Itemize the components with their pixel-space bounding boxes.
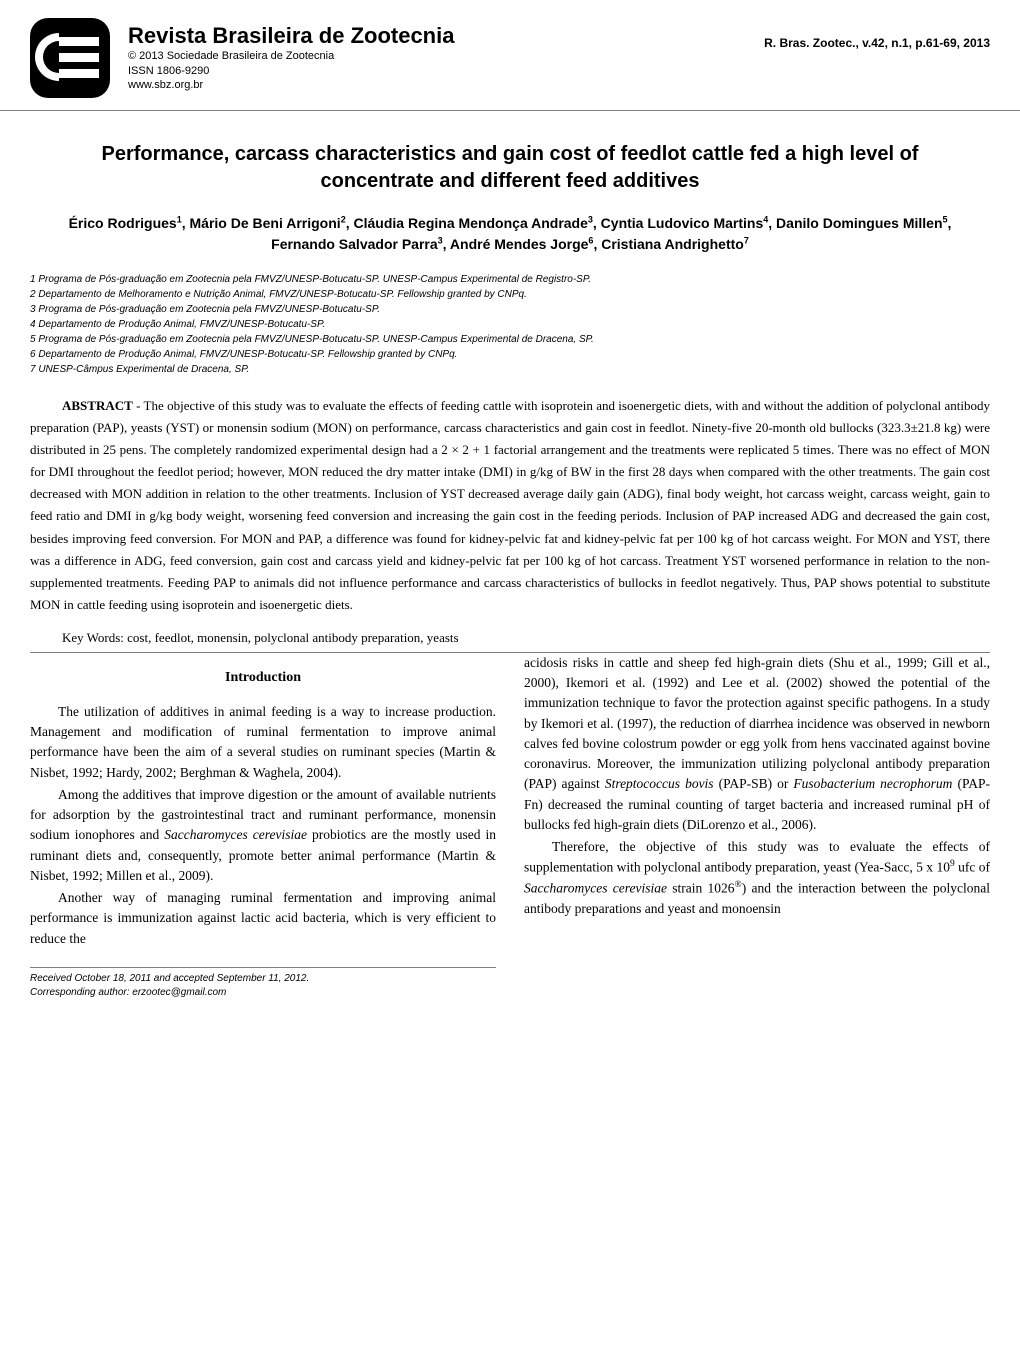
footnote-received: Received October 18, 2011 and accepted S…: [30, 972, 496, 986]
journal-website: www.sbz.org.br: [128, 78, 764, 93]
footnote-corresponding: Corresponding author: erzootec@gmail.com: [30, 986, 496, 1000]
affiliation-item: 4 Departamento de Produção Animal, FMVZ/…: [30, 318, 990, 332]
journal-citation: R. Bras. Zootec., v.42, n.1, p.61-69, 20…: [764, 36, 990, 50]
abstract-block: ABSTRACT - The objective of this study w…: [30, 395, 990, 616]
footnotes-block: Received October 18, 2011 and accepted S…: [30, 967, 496, 1000]
article-title: Performance, carcass characteristics and…: [60, 141, 960, 195]
affiliation-item: 2 Departamento de Melhoramento e Nutriçã…: [30, 288, 990, 302]
journal-header: Revista Brasileira de Zootecnia © 2013 S…: [0, 0, 1020, 111]
abstract-text: - The objective of this study was to eva…: [30, 398, 990, 612]
body-columns: Introduction The utilization of additive…: [30, 653, 990, 1000]
journal-info-block: Revista Brasileira de Zootecnia © 2013 S…: [128, 23, 764, 94]
affiliation-item: 7 UNESP-Câmpus Experimental de Dracena, …: [30, 363, 990, 377]
abstract-label: ABSTRACT: [62, 398, 133, 413]
affiliation-item: 3 Programa de Pós-graduação em Zootecnia…: [30, 303, 990, 317]
affiliation-item: 5 Programa de Pós-graduação em Zootecnia…: [30, 333, 990, 347]
body-paragraph: Another way of managing ruminal fermenta…: [30, 888, 496, 949]
body-paragraph: The utilization of additives in animal f…: [30, 702, 496, 783]
journal-issn: ISSN 1806-9290: [128, 64, 764, 79]
journal-logo: [30, 18, 110, 98]
left-column: Introduction The utilization of additive…: [30, 653, 496, 1000]
affiliations-list: 1 Programa de Pós-graduação em Zootecnia…: [30, 273, 990, 377]
body-paragraph: acidosis risks in cattle and sheep fed h…: [524, 653, 990, 835]
keywords: Key Words: cost, feedlot, monensin, poly…: [30, 630, 990, 646]
affiliation-item: 1 Programa de Pós-graduação em Zootecnia…: [30, 273, 990, 287]
section-heading-introduction: Introduction: [30, 667, 496, 688]
journal-title: Revista Brasileira de Zootecnia: [128, 23, 764, 49]
authors-list: Érico Rodrigues1, Mário De Beni Arrigoni…: [60, 213, 960, 255]
affiliation-item: 6 Departamento de Produção Animal, FMVZ/…: [30, 348, 990, 362]
body-paragraph: Among the additives that improve digesti…: [30, 785, 496, 886]
journal-copyright: © 2013 Sociedade Brasileira de Zootecnia: [128, 49, 764, 64]
body-paragraph: Therefore, the objective of this study w…: [524, 837, 990, 919]
right-column: acidosis risks in cattle and sheep fed h…: [524, 653, 990, 1000]
